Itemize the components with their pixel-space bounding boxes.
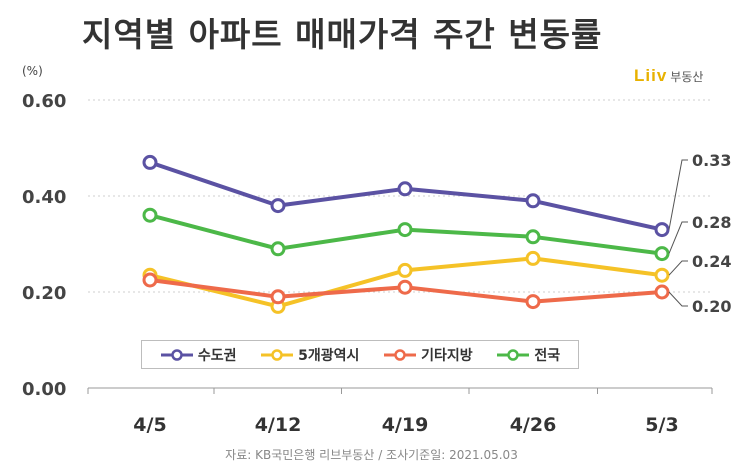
legend-swatch-marker: [394, 348, 406, 361]
legend-swatch-marker: [171, 348, 183, 361]
x-tick-label: 4/12: [255, 414, 302, 436]
data-point: [270, 241, 286, 257]
logo-text: 부동산: [670, 70, 704, 84]
y-tick-label: 0.00: [22, 379, 66, 400]
x-tick-label: 5/3: [645, 414, 678, 436]
y-tick-label: 0.60: [22, 91, 66, 112]
data-point: [270, 198, 286, 214]
legend-item: 전국: [496, 345, 560, 365]
data-point: [525, 229, 541, 245]
y-axis-ticks: 0.00 0.20 0.40 0.60: [22, 91, 66, 400]
data-point: [270, 289, 286, 305]
liiv-logo: Liiv 부동산: [634, 66, 703, 86]
x-tick-label: 4/26: [510, 414, 557, 436]
legend-label: 기타지방: [421, 347, 473, 364]
chart-title: 지역별 아파트 매매가격 주간 변동률: [82, 15, 603, 54]
legend-item: 기타지방: [383, 345, 473, 365]
unit-label: (%): [22, 64, 43, 78]
logo-mark: Liiv: [634, 66, 668, 85]
x-tick-label: 4/5: [133, 414, 166, 436]
data-point: [397, 222, 413, 238]
end-value-label: 0.33: [692, 151, 731, 170]
data-point: [654, 284, 670, 300]
data-point: [397, 279, 413, 295]
leader-line: [668, 159, 688, 230]
legend-swatch: [261, 348, 294, 361]
data-point: [142, 154, 158, 170]
end-value-label: 0.24: [692, 252, 731, 271]
source-note: 자료: KB국민은행 리브부동산 / 조사기준일: 2021.05.03: [225, 448, 518, 462]
x-axis-ticks: 4/5 4/12 4/19 4/26 5/3: [87, 388, 713, 436]
data-point: [142, 207, 158, 223]
legend-label: 5개광역시: [298, 347, 360, 364]
series-group: [142, 154, 670, 314]
end-value-label: 0.20: [692, 297, 731, 316]
legend-item: 수도권: [160, 345, 237, 365]
leader-line: [668, 221, 688, 254]
leader-line: [668, 291, 688, 307]
data-point: [525, 294, 541, 310]
legend-swatch-marker: [507, 348, 520, 361]
data-point: [654, 267, 670, 283]
legend-swatch-marker: [271, 348, 283, 361]
data-point: [397, 262, 413, 278]
legend-label: 전국: [534, 347, 561, 364]
legend-swatch: [160, 348, 193, 361]
data-point: [525, 193, 541, 209]
legend-swatch: [384, 348, 417, 361]
y-tick-label: 0.40: [22, 187, 66, 208]
legend-label: 수도권: [197, 347, 237, 364]
data-point: [525, 250, 541, 266]
legend: 수도권 5개광역시 기타지방 전국: [141, 340, 579, 369]
data-point: [397, 181, 413, 197]
legend-item: 5개광역시: [260, 345, 359, 365]
legend-swatch: [497, 348, 530, 361]
data-point: [654, 222, 670, 238]
y-tick-label: 0.20: [22, 283, 66, 304]
x-tick-label: 4/19: [382, 414, 429, 436]
end-value-label: 0.28: [692, 213, 731, 232]
end-labels: 0.33 0.28 0.24 0.20: [668, 151, 731, 316]
leader-line: [668, 260, 688, 276]
data-point: [142, 272, 158, 288]
data-point: [654, 246, 670, 262]
